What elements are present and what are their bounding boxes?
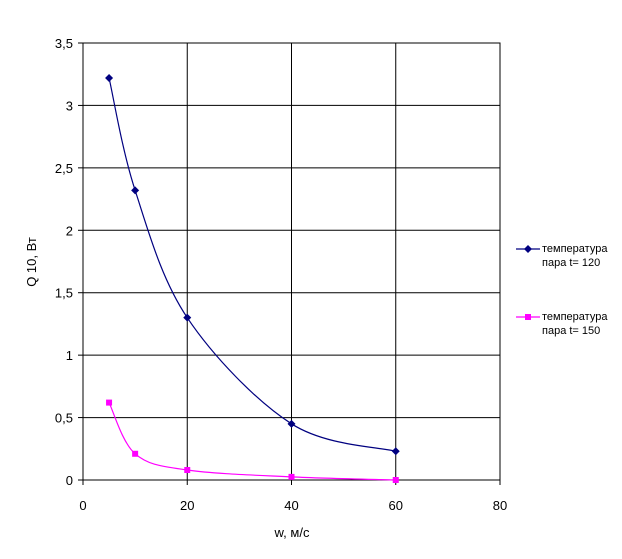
point xyxy=(132,450,139,457)
x-tick-label: 80 xyxy=(493,498,507,513)
y-tick-label: 1 xyxy=(66,348,73,363)
x-tick-label: 40 xyxy=(284,498,298,513)
x-tick-label: 0 xyxy=(79,498,86,513)
point xyxy=(131,186,140,195)
y-axis-label: Q 10, Вт xyxy=(24,237,39,287)
point xyxy=(391,447,400,456)
legend-label: температура пара t= 150 xyxy=(542,311,608,337)
line xyxy=(108,402,396,481)
y-tick-label: 0 xyxy=(66,473,73,488)
x-axis-label: w, м/с xyxy=(274,525,310,540)
point xyxy=(288,473,295,480)
point xyxy=(287,419,296,428)
y-tick-label: 3 xyxy=(66,98,73,113)
plot-border xyxy=(82,42,501,481)
x-tick-label: 20 xyxy=(180,498,194,513)
legend-label: температура пара t= 120 xyxy=(542,243,608,269)
point xyxy=(184,467,191,474)
legend-swatch xyxy=(516,314,540,320)
point xyxy=(106,399,113,406)
x-tick-label: 60 xyxy=(389,498,403,513)
y-tick-label: 0,5 xyxy=(55,411,73,426)
y-tick-label: 2,5 xyxy=(55,161,73,176)
y-tick-label: 3,5 xyxy=(55,36,73,51)
point xyxy=(183,313,192,322)
legend-swatch xyxy=(516,245,540,253)
y-tick-label: 1,5 xyxy=(55,286,73,301)
point xyxy=(105,73,114,82)
line xyxy=(108,77,396,452)
point xyxy=(392,477,399,483)
y-tick-label: 2 xyxy=(66,223,73,238)
